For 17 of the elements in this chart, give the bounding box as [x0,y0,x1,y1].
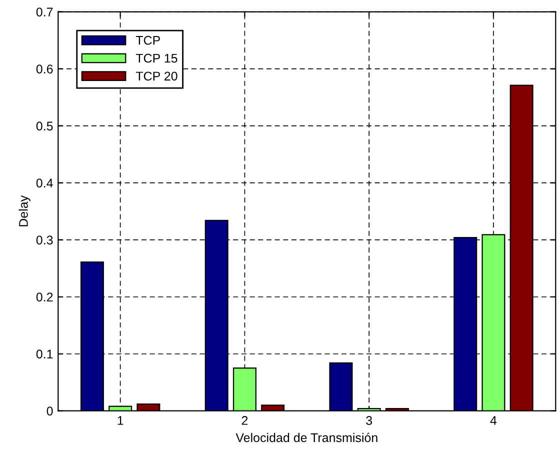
y-tick-label: 0.6 [36,64,53,74]
legend-label: TCP [136,36,160,45]
y-tick-label: 0.3 [36,236,53,244]
x-tick-label: 4 [490,416,497,425]
y-tick-label: 0.4 [36,178,53,188]
legend-label: TCP 20 [136,72,178,81]
x-axis-title: Velocidad de Transmisión [236,432,378,442]
x-tick-label: 1 [118,416,124,425]
x-tick-label: 2 [242,416,248,425]
y-tick-label: 0 [46,406,53,416]
x-tick-label: 3 [366,416,372,425]
y-tick-label: 0.7 [36,8,53,16]
y-tick-label: 0.1 [36,350,53,359]
y-tick-label: 0.5 [36,122,53,130]
y-tick-label: 0.2 [36,292,53,302]
legend-label: TCP 15 [136,54,178,63]
y-axis-title: Delay [18,195,30,226]
